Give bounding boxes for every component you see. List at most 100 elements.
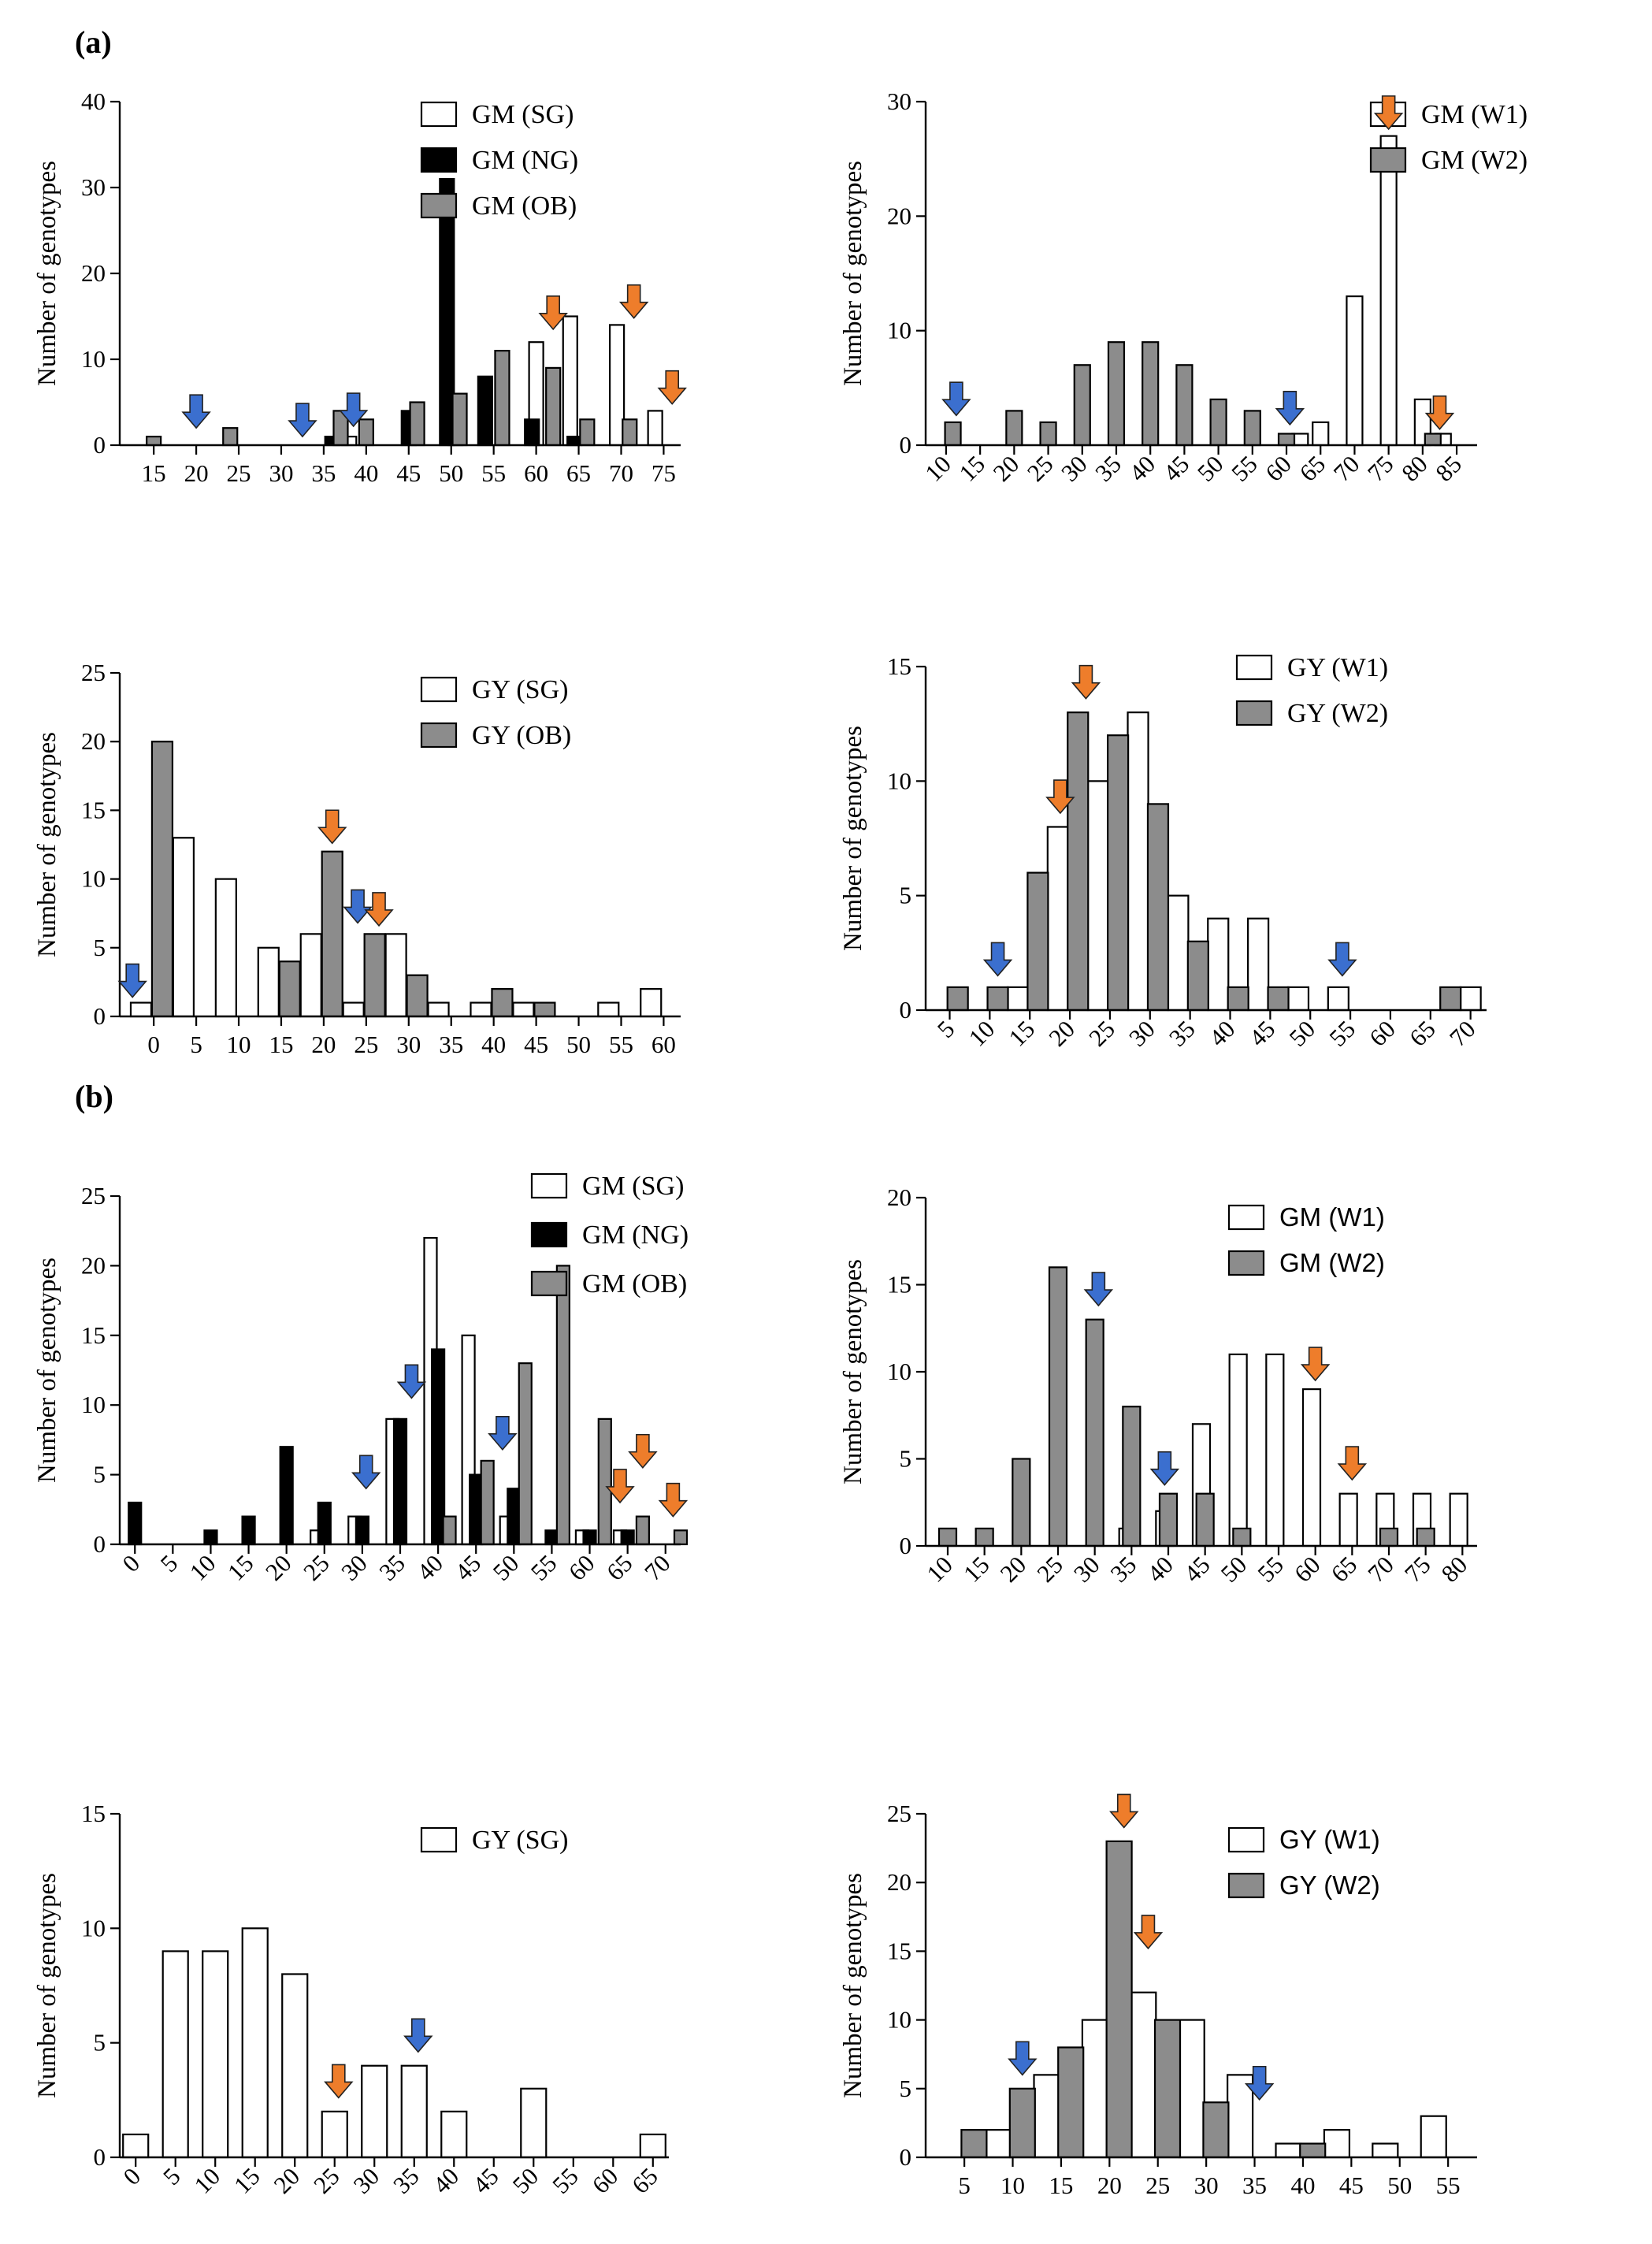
y-axis-title: Number of genotypes (33, 732, 61, 957)
bar-gm-ng--10 (203, 1529, 218, 1546)
bar-gy-sg--23.5 (342, 1001, 365, 1018)
bar-gy-sg--33.5 (427, 1001, 450, 1018)
x-tick-label: 25 (227, 459, 251, 487)
x-tick-label: 40 (354, 459, 378, 487)
legend-label: GM (W2) (1279, 1248, 1385, 1277)
x-tick-label: 60 (1260, 450, 1297, 487)
blue-arrow-marker (941, 381, 971, 417)
bar-gm-w2--30 (1073, 364, 1091, 447)
bar-gy-w1--23.5 (1086, 780, 1109, 1012)
x-tick-label: 60 (1364, 1015, 1401, 1052)
legend-swatch (1227, 1872, 1265, 1899)
chart-a-gm-right: 010203010152025303540455055606570758085N… (839, 87, 1528, 487)
blue-arrow-marker (1244, 2065, 1275, 2101)
bar-gy-sg--38.5 (470, 1001, 492, 1018)
bar-gm-ng--40 (431, 1348, 446, 1546)
legend-label: GY (SG) (472, 1826, 568, 1855)
bar-gm-ob--72 (673, 1529, 689, 1546)
bar-gm-w2--40 (1142, 341, 1160, 447)
x-tick-label: 20 (184, 459, 209, 487)
x-tick-label: 40 (411, 1549, 448, 1586)
orange-arrow-marker (628, 1433, 658, 1469)
y-tick-label: 10 (81, 1391, 106, 1418)
bar-gm-w2--60 (1277, 433, 1296, 447)
x-tick-label: 65 (626, 2162, 663, 2199)
bar-gy-ob--26 (363, 933, 386, 1018)
x-tick-label: 50 (439, 459, 463, 487)
blue-arrow-marker (351, 1455, 381, 1490)
legend-swatch (1227, 1250, 1265, 1276)
bar-gm-w2--25 (1048, 1266, 1068, 1547)
x-tick-label: 15 (958, 1551, 995, 1588)
y-tick-label: 25 (81, 1182, 106, 1209)
bar-gm-sg--64 (562, 315, 578, 447)
y-tick-label: 15 (81, 1321, 106, 1349)
x-tick-label: 50 (1387, 2172, 1412, 2199)
legend-label: GY (SG) (472, 675, 568, 704)
bar-gm-w1--64.5 (1338, 1492, 1358, 1547)
x-tick-label: 40 (1123, 450, 1160, 487)
y-tick-label: 0 (900, 431, 912, 459)
blue-arrow-marker (338, 392, 369, 428)
x-tick-label: 10 (963, 1015, 1000, 1052)
x-tick-label: 10 (1000, 2172, 1025, 2199)
x-tick-label: 50 (507, 2162, 544, 2199)
y-tick-label: 30 (81, 173, 106, 201)
bar-gm-ng--54 (477, 375, 493, 447)
bar-gm-w2--40 (1158, 1492, 1179, 1547)
x-tick-label: 10 (919, 450, 956, 487)
bar-gm-ob--66 (579, 418, 596, 447)
bar-gm-ob--67 (635, 1515, 650, 1546)
bar-gy-sg--18.5 (299, 933, 322, 1018)
x-tick-label: 60 (587, 2162, 624, 2199)
x-tick-label: 40 (1204, 1015, 1241, 1052)
x-tick-label: 55 (1436, 2172, 1461, 2199)
x-tick-label: 55 (609, 1031, 633, 1058)
orange-arrow-marker (324, 2064, 354, 2099)
bar-gy-w2--41 (1299, 2142, 1327, 2159)
x-tick-label: 35 (373, 1549, 410, 1586)
legend-label: GY (W2) (1279, 1871, 1380, 1900)
bar-gm-ob--62 (545, 366, 562, 447)
legend-label: GM (OB) (472, 191, 577, 221)
bar-gy-sg--0 (122, 2133, 150, 2159)
bar-gy-w2--67.5 (1439, 986, 1462, 1012)
legend-swatch (1227, 1204, 1265, 1231)
bar-gm-w2--35 (1122, 1406, 1142, 1547)
bar-gy-w2--46 (1267, 986, 1290, 1012)
bar-gy-ob--21 (321, 850, 343, 1018)
x-tick-label: 5 (155, 1549, 184, 1577)
bar-gm-ob--15 (146, 435, 162, 447)
legend-label: GM (SG) (582, 1172, 684, 1201)
x-tick-label: 30 (1194, 2172, 1219, 2199)
bar-gm-w2--45 (1175, 364, 1194, 447)
x-tick-label: 55 (1252, 1551, 1289, 1588)
x-tick-label: 45 (1179, 1551, 1216, 1588)
x-tick-label: 65 (1294, 450, 1331, 487)
y-tick-label: 15 (81, 796, 106, 823)
x-tick-label: 30 (348, 2162, 385, 2199)
blue-arrow-marker (403, 2018, 433, 2053)
bar-gm-w1--54.5 (1265, 1353, 1285, 1547)
bar-gm-w1--79.5 (1449, 1492, 1468, 1547)
y-tick-label: 10 (887, 1358, 911, 1385)
bar-gm-w2--50 (1209, 398, 1227, 447)
y-tick-label: 5 (900, 1445, 912, 1473)
y-tick-label: 0 (94, 2143, 106, 2171)
legend-swatch (1227, 1826, 1265, 1853)
x-tick-label: 25 (298, 1549, 335, 1586)
legend-swatch (420, 676, 458, 703)
bar-gm-ng--20 (279, 1446, 294, 1546)
bar-gy-w1--33.5 (1167, 894, 1190, 1012)
legend-label: GM (OB) (582, 1269, 687, 1298)
x-tick-label: 60 (1289, 1551, 1326, 1588)
bar-gm-ob--71 (622, 418, 638, 447)
x-tick-label: 20 (1043, 1015, 1080, 1052)
y-tick-label: 0 (900, 2143, 912, 2171)
x-tick-label: 60 (652, 1031, 676, 1058)
legend-swatch (420, 722, 458, 749)
x-tick-label: 45 (449, 1549, 486, 1586)
bar-gm-w2--45 (1195, 1492, 1215, 1547)
bar-gy-sg--8.5 (214, 878, 237, 1018)
